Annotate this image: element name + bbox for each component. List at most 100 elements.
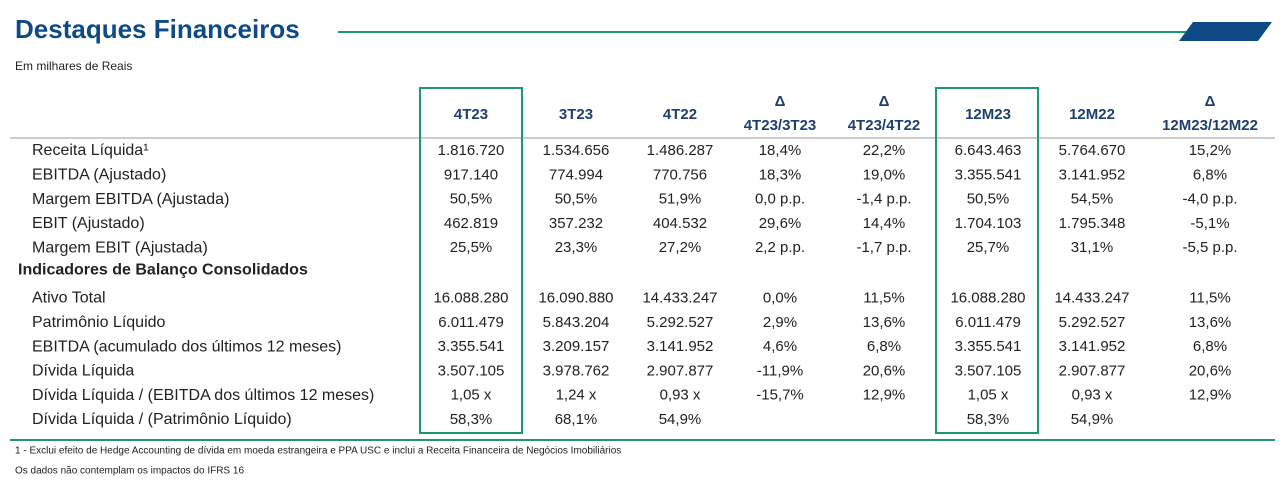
- cell: 25,5%: [450, 239, 493, 256]
- highlight-12m23: [935, 87, 1039, 434]
- cell: 54,9%: [659, 411, 702, 428]
- cell: 0,93 x: [1072, 387, 1113, 404]
- column-header: 3T23: [559, 106, 593, 123]
- cell: 13,6%: [863, 314, 906, 331]
- cell: 20,6%: [863, 362, 906, 379]
- row-label: EBITDA (Ajustado): [32, 167, 166, 184]
- cell: 50,5%: [967, 191, 1010, 208]
- cell: 770.756: [653, 166, 707, 183]
- cell: -5,5 p.p.: [1182, 239, 1237, 256]
- cell: 54,9%: [1071, 411, 1114, 428]
- cell: 3.209.157: [543, 338, 610, 355]
- cell: 15,2%: [1189, 142, 1232, 159]
- cell: 2.907.877: [647, 362, 714, 379]
- cell: 16.088.280: [950, 289, 1025, 306]
- cell: 14.433.247: [642, 289, 717, 306]
- cell: 6.643.463: [955, 142, 1022, 159]
- cell: 19,0%: [863, 166, 906, 183]
- cell: 6,8%: [1193, 338, 1227, 355]
- cell: 3.507.105: [955, 362, 1022, 379]
- row-label: Margem EBITDA (Ajustada): [32, 191, 229, 208]
- cell: 462.819: [444, 215, 498, 232]
- cell: 1,05 x: [451, 387, 492, 404]
- cell: 11,5%: [1189, 289, 1230, 306]
- cell: 6.011.479: [438, 314, 504, 331]
- cell: 16.090.880: [538, 289, 613, 306]
- cell: 20,6%: [1189, 362, 1232, 379]
- cell: 5.843.204: [543, 314, 610, 331]
- column-header: 4T23/3T23: [744, 117, 817, 134]
- cell: 3.141.952: [1059, 166, 1126, 183]
- cell: -1,4 p.p.: [856, 191, 911, 208]
- cell: 25,7%: [967, 239, 1010, 256]
- cell: 29,6%: [759, 215, 802, 232]
- row-label: Dívida Líquida / (Patrimônio Líquido): [32, 411, 292, 428]
- cell: 1.816.720: [438, 142, 505, 159]
- column-header: 4T23/4T22: [848, 117, 921, 134]
- cell: 0,0 p.p.: [755, 191, 805, 208]
- cell: 3.355.541: [438, 338, 505, 355]
- cell: 5.764.670: [1059, 142, 1126, 159]
- cell: 357.232: [549, 215, 603, 232]
- cell: 54,5%: [1071, 191, 1114, 208]
- cell: 917.140: [444, 166, 498, 183]
- cell: 3.355.541: [955, 166, 1022, 183]
- subtitle: Em milhares de Reais: [15, 59, 132, 73]
- cell: 0,93 x: [660, 387, 701, 404]
- cell: 14.433.247: [1054, 289, 1129, 306]
- cell: -5,1%: [1190, 215, 1229, 232]
- row-label: Patrimônio Líquido: [32, 314, 166, 331]
- cell: 3.141.952: [647, 338, 714, 355]
- column-header: 12M23: [965, 106, 1011, 123]
- row-label: EBIT (Ajustado): [32, 215, 145, 232]
- cell: 50,5%: [555, 191, 598, 208]
- cell: 3.978.762: [543, 362, 610, 379]
- row-label: EBITDA (acumulado dos últimos 12 meses): [32, 338, 341, 355]
- cell: 3.355.541: [955, 338, 1022, 355]
- row-label: Dívida Líquida / (EBITDA dos últimos 12 …: [32, 387, 374, 404]
- cell: 1.534.656: [543, 142, 610, 159]
- cell: 6,8%: [1193, 166, 1227, 183]
- cell: 12,9%: [1189, 387, 1232, 404]
- cell: 51,9%: [659, 191, 702, 208]
- cell: 2,2 p.p.: [755, 239, 805, 256]
- cell: 5.292.527: [647, 314, 714, 331]
- cell: 2.907.877: [1059, 362, 1126, 379]
- cell: 0,0%: [763, 289, 797, 306]
- cell: 27,2%: [659, 239, 702, 256]
- row-label: Receita Líquida¹: [32, 142, 149, 159]
- cell: 12,9%: [863, 387, 906, 404]
- row-label: Dívida Líquida: [32, 363, 134, 380]
- cell: -4,0 p.p.: [1182, 191, 1237, 208]
- cell: -1,7 p.p.: [856, 239, 911, 256]
- cell: 5.292.527: [1059, 314, 1126, 331]
- row-label: Margem EBIT (Ajustada): [32, 239, 208, 256]
- cell: 3.141.952: [1059, 338, 1126, 355]
- cell: 58,3%: [450, 411, 493, 428]
- row-label: Ativo Total: [32, 290, 106, 307]
- cell: 58,3%: [967, 411, 1010, 428]
- highlight-4t23: [419, 87, 523, 434]
- cell: 13,6%: [1189, 314, 1232, 331]
- cell: -15,7%: [756, 387, 804, 404]
- title-accent: [1179, 22, 1272, 41]
- cell: 11,5%: [863, 289, 904, 306]
- cell: 6.011.479: [955, 314, 1021, 331]
- cell: 50,5%: [450, 191, 493, 208]
- column-header: 4T23: [454, 106, 488, 123]
- cell: 2,9%: [763, 314, 797, 331]
- column-symbol: Δ: [1205, 93, 1216, 110]
- cell: 23,3%: [555, 239, 598, 256]
- cell: 1.704.103: [955, 215, 1022, 232]
- cell: 16.088.280: [433, 289, 508, 306]
- cell: 22,2%: [863, 142, 906, 159]
- cell: 18,3%: [759, 166, 802, 183]
- column-header: 4T22: [663, 106, 697, 123]
- column-symbol: Δ: [879, 93, 890, 110]
- cell: 4,6%: [763, 338, 797, 355]
- footnote: Os dados não contemplam os impactos do I…: [15, 466, 244, 477]
- title: Destaques Financeiros: [15, 14, 300, 44]
- cell: 14,4%: [863, 215, 906, 232]
